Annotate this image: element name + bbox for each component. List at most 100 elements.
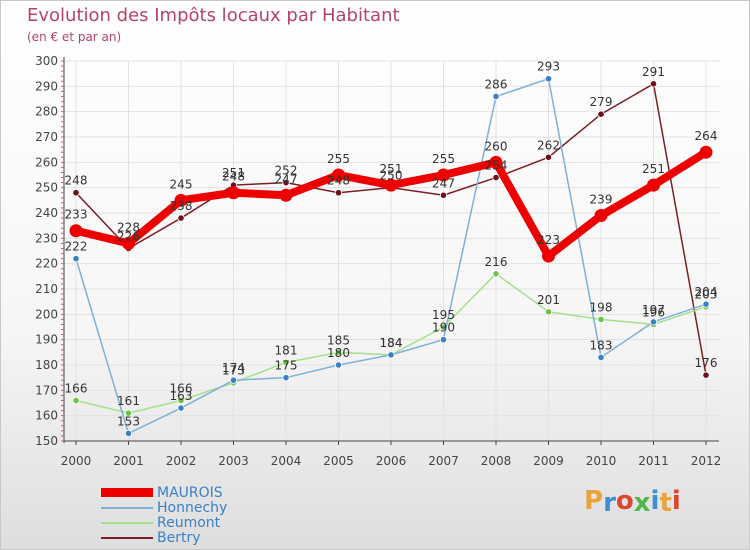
legend-label-bertry: Bertry [157, 530, 201, 546]
data-point-reumont-2000 [72, 396, 80, 405]
data-label-reumont-2006: 184 [380, 336, 403, 350]
data-point-honnechy-2001 [124, 429, 133, 437]
x-tick-label-2009: 2009 [533, 454, 564, 468]
x-tick-label-2007: 2007 [428, 454, 459, 468]
data-label-maurois-2002: 245 [170, 177, 193, 191]
data-point-honnechy-2005 [334, 361, 343, 369]
data-point-bertry-2007 [439, 191, 448, 199]
data-label-maurois-2007: 255 [432, 152, 455, 166]
data-point-bertry-2010 [597, 110, 605, 118]
data-label-honnechy-2007: 190 [432, 321, 455, 335]
data-label-bertry-2011: 291 [642, 65, 665, 79]
data-label-bertry-2003: 251 [222, 166, 245, 180]
x-tick-label-2003: 2003 [218, 454, 249, 468]
data-label-reumont-2005: 185 [327, 333, 350, 347]
x-tick-label-2005: 2005 [323, 454, 354, 468]
legend-label-reumont: Reumont [157, 515, 221, 531]
data-label-maurois-2005: 255 [327, 152, 350, 166]
y-tick-label-190: 190 [35, 333, 58, 347]
data-point-honnechy-2003 [229, 376, 238, 384]
y-tick-label-200: 200 [35, 307, 58, 321]
data-point-honnechy-2004 [282, 374, 290, 382]
y-tick-label-260: 260 [35, 155, 58, 169]
data-point-reumont-2010 [597, 315, 605, 323]
data-point-maurois-2008 [489, 155, 503, 169]
legend-swatch-bertry [101, 537, 153, 539]
data-label-reumont-2011: 196 [642, 305, 665, 319]
data-label-bertry-2009: 262 [537, 138, 560, 152]
logo-letter: o [615, 486, 634, 516]
logo-letter: t [659, 488, 672, 518]
data-label-reumont-2000: 166 [65, 381, 88, 395]
y-tick-label-170: 170 [35, 383, 58, 397]
data-label-maurois-2011: 251 [642, 162, 665, 176]
data-point-honnechy-2006 [387, 351, 395, 359]
y-tick-label-240: 240 [35, 206, 58, 220]
data-label-honnechy-2010: 183 [590, 338, 613, 352]
data-label-reumont-2004: 181 [275, 343, 298, 357]
data-point-maurois-2001 [122, 236, 135, 250]
data-point-honnechy-2002 [177, 404, 185, 412]
chart-title: Evolution des Impôts locaux par Habitant [27, 5, 400, 26]
data-point-honnechy-2009 [544, 75, 553, 83]
y-tick-label-220: 220 [35, 257, 58, 271]
logo-letter: x [633, 488, 651, 518]
legend-swatch-maurois [101, 488, 153, 497]
data-point-reumont-2001 [124, 409, 133, 417]
data-label-honnechy-2005: 180 [327, 346, 350, 360]
y-tick-label-210: 210 [35, 282, 58, 296]
logo-letter: r [603, 488, 616, 518]
data-label-maurois-2006: 251 [380, 162, 403, 176]
data-point-maurois-2002 [174, 193, 188, 207]
series-lines [69, 75, 713, 437]
data-point-honnechy-2012 [702, 300, 710, 308]
data-label-honnechy-2000: 222 [65, 240, 88, 254]
data-label-maurois-2003: 248 [222, 170, 245, 184]
data-label-reumont-2002: 166 [170, 381, 193, 395]
x-tick-label-2002: 2002 [166, 454, 197, 468]
data-point-bertry-2012 [702, 371, 710, 379]
data-labels: 248 226 238 251 252 248 250 247 254 262 279 291 176 1… [65, 60, 718, 429]
data-point-bertry-2008 [492, 173, 500, 182]
data-point-bertry-2011 [649, 80, 658, 88]
data-label-bertry-2008: 254 [485, 159, 508, 173]
y-tick-label-290: 290 [35, 79, 58, 93]
data-label-reumont-2008: 216 [485, 255, 508, 269]
data-point-reumont-2008 [492, 270, 500, 278]
data-label-honnechy-2002: 163 [170, 389, 193, 403]
data-label-bertry-2006: 250 [380, 169, 403, 183]
data-label-honnechy-2012: 204 [695, 285, 718, 299]
data-point-bertry-2002 [177, 214, 185, 222]
data-point-maurois-2007 [437, 168, 450, 182]
data-label-bertry-2010: 279 [590, 95, 613, 109]
data-label-bertry-2002: 238 [170, 199, 193, 213]
y-tick-label-250: 250 [35, 181, 58, 195]
data-label-bertry-2000: 248 [65, 174, 88, 188]
logo-letter: i [650, 486, 660, 516]
data-point-bertry-2005 [334, 189, 343, 197]
data-label-honnechy-2006: 184 [380, 336, 403, 350]
data-label-maurois-2009: 223 [537, 233, 560, 247]
data-point-reumont-2004 [282, 358, 290, 367]
data-point-bertry-2004 [282, 179, 290, 187]
data-label-maurois-2010: 239 [590, 193, 613, 207]
y-tick-label-300: 300 [35, 54, 58, 68]
data-label-maurois-2004: 247 [275, 172, 298, 186]
data-point-maurois-2005 [332, 168, 345, 182]
y-tick-label-230: 230 [35, 231, 58, 245]
data-label-reumont-2003: 173 [222, 364, 245, 378]
data-point-maurois-2011 [647, 178, 660, 192]
data-point-bertry-2009 [544, 153, 553, 161]
x-tick-label-2012: 2012 [691, 454, 722, 468]
data-point-bertry-2000 [72, 189, 80, 197]
logo-letter: P [584, 486, 604, 516]
data-label-bertry-2004: 252 [275, 164, 298, 178]
data-label-maurois-2001: 228 [117, 220, 140, 234]
data-point-reumont-2002 [177, 396, 185, 405]
data-point-maurois-2004 [279, 188, 293, 202]
data-label-maurois-2008: 260 [485, 139, 508, 153]
data-label-bertry-2005: 248 [327, 174, 350, 188]
x-tick-label-2008: 2008 [481, 454, 512, 468]
x-tick-label-2011: 2011 [638, 454, 669, 468]
